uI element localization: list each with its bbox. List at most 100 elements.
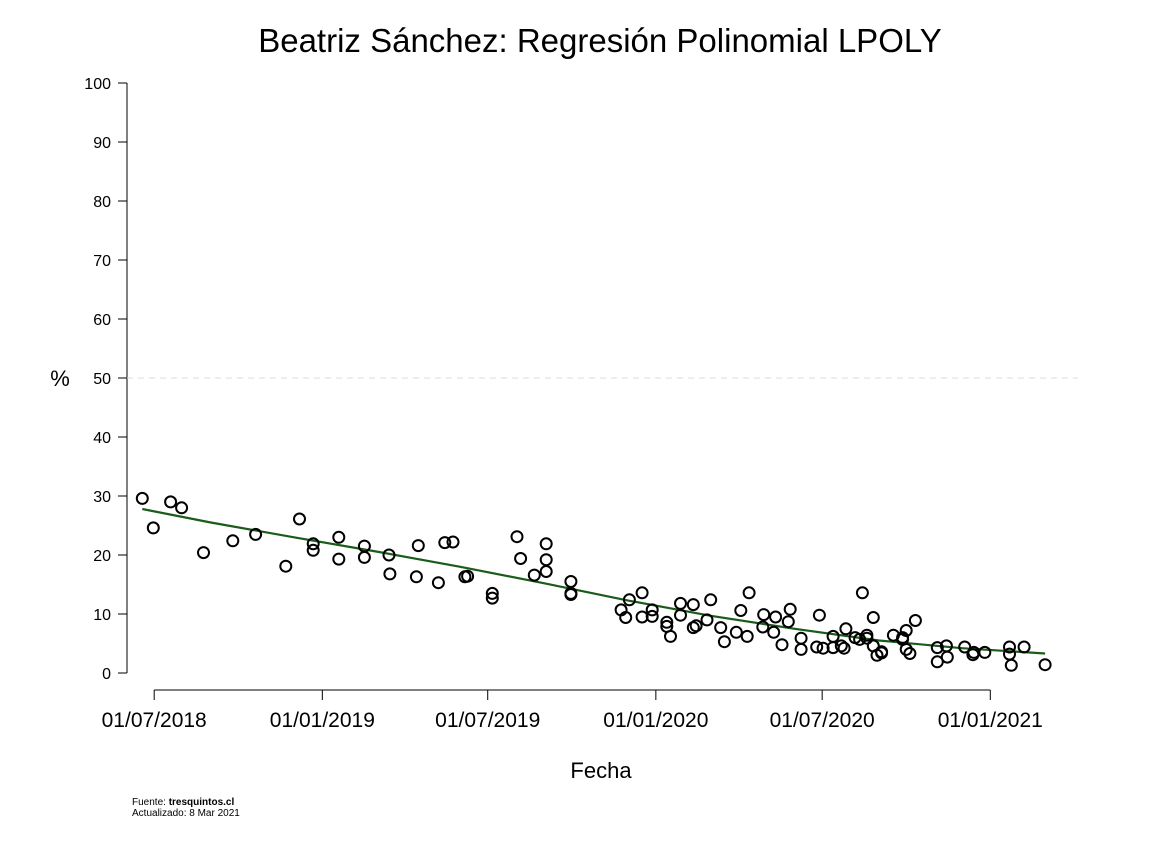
data-point-74: [839, 622, 853, 636]
data-point-28: [527, 568, 541, 582]
x-axis: 01/07/2018 01/01/2019 01/07/2019 01/01/2020…: [102, 689, 1043, 732]
data-point-93: [930, 655, 944, 669]
y-tick-label-9: 90: [93, 135, 111, 152]
data-point-89: [899, 642, 913, 656]
data-point-0: [135, 491, 149, 505]
data-point-92: [930, 641, 944, 655]
data-point-5: [226, 534, 240, 548]
data-point-91: [908, 614, 922, 627]
y-tick-label-2: 20: [93, 548, 111, 565]
trend-line: [142, 507, 1046, 655]
data-point-59: [757, 608, 771, 622]
data-point-40: [645, 603, 659, 617]
data-point-47: [686, 598, 700, 612]
data-point-1: [146, 521, 160, 535]
x-tick-label-1: 01/01/2019: [270, 709, 375, 732]
footer-updated: Actualizado: 8 Mar 2021: [132, 808, 240, 819]
data-point-36: [619, 611, 633, 624]
footer-source-link[interactable]: tresquintos.cl: [168, 797, 235, 808]
data-point-44: [664, 629, 677, 643]
x-tick-label-3: 01/01/2020: [603, 709, 708, 732]
data-point-57: [742, 586, 756, 600]
data-point-68: [812, 608, 826, 622]
data-point-20: [438, 536, 452, 550]
y-tick-label-10: 100: [84, 76, 111, 93]
data-point-12: [332, 552, 346, 566]
data-point-37: [622, 593, 636, 607]
y-axis: 0 10 20 30 40 50 60 70 80 90 100: [84, 76, 128, 683]
data-point-30: [539, 553, 553, 567]
data-point-6: [249, 527, 263, 541]
footer-source-label: Fuente:: [132, 797, 169, 808]
x-tick-label-0: 01/07/2018: [102, 709, 207, 732]
y-tick-label-4: 40: [93, 430, 111, 447]
footer-source: Fuente: tresquintos.cl: [132, 797, 240, 808]
data-point-21: [446, 535, 460, 549]
data-point-50: [700, 613, 714, 627]
data-point-14: [357, 550, 371, 564]
data-point-64: [783, 602, 797, 616]
data-point-19: [431, 576, 445, 590]
data-point-54: [729, 625, 743, 639]
data-point-55: [734, 604, 748, 617]
data-point-67: [810, 640, 824, 654]
y-tick-label-3: 30: [93, 489, 111, 506]
data-point-79: [860, 628, 874, 642]
data-point-84: [875, 645, 889, 659]
data-point-90: [903, 647, 917, 660]
x-tick-label-4: 01/07/2020: [770, 709, 875, 732]
data-point-42: [660, 615, 674, 629]
data-point-102: [1004, 658, 1018, 672]
data-point-62: [775, 638, 789, 652]
y-tick-label-6: 60: [93, 312, 111, 329]
data-point-24: [485, 586, 499, 600]
data-point-99: [978, 645, 992, 659]
data-point-45: [674, 596, 687, 610]
y-tick-label-8: 80: [93, 194, 111, 211]
data-point-41: [645, 609, 659, 623]
data-point-27: [514, 552, 528, 565]
chart-title: Beatriz Sánchez: Regresión Polinomial LP…: [258, 22, 942, 59]
data-point-29: [539, 537, 553, 551]
data-point-58: [756, 620, 770, 634]
data-point-38: [635, 586, 649, 600]
y-axis-label: %: [50, 366, 70, 391]
data-point-103: [1017, 640, 1031, 654]
data-point-61: [769, 610, 783, 624]
data-point-7: [279, 559, 293, 573]
data-point-31: [539, 565, 553, 578]
data-point-65: [794, 631, 808, 645]
y-tick-label-7: 70: [93, 253, 111, 270]
data-point-100: [1003, 640, 1016, 654]
data-point-8: [293, 512, 306, 526]
data-point-23: [461, 569, 475, 583]
data-point-51: [704, 593, 718, 607]
y-tick-label-5: 50: [93, 371, 111, 388]
data-point-80: [866, 611, 880, 624]
data-point-95: [940, 650, 954, 664]
data-point-63: [781, 615, 795, 629]
data-point-53: [717, 635, 731, 649]
data-point-11: [332, 530, 346, 544]
data-point-2: [164, 495, 178, 509]
data-point-46: [674, 608, 687, 622]
data-point-25: [485, 591, 499, 605]
data-point-10: [306, 543, 320, 557]
data-point-3: [175, 501, 189, 515]
y-tick-label-0: 0: [102, 666, 111, 683]
data-point-32: [564, 575, 578, 588]
trend-line-group: [142, 507, 1046, 655]
data-point-56: [740, 629, 754, 643]
data-point-16: [383, 567, 397, 581]
y-tick-label-1: 10: [93, 607, 111, 624]
data-point-34: [564, 588, 578, 601]
data-point-18: [411, 539, 425, 553]
data-point-26: [510, 530, 524, 544]
data-point-77: [855, 586, 869, 600]
data-point-66: [794, 642, 808, 656]
data-point-88: [899, 624, 913, 637]
x-axis-label: Fecha: [570, 758, 632, 783]
data-point-73: [837, 641, 851, 655]
data-point-15: [382, 548, 396, 562]
